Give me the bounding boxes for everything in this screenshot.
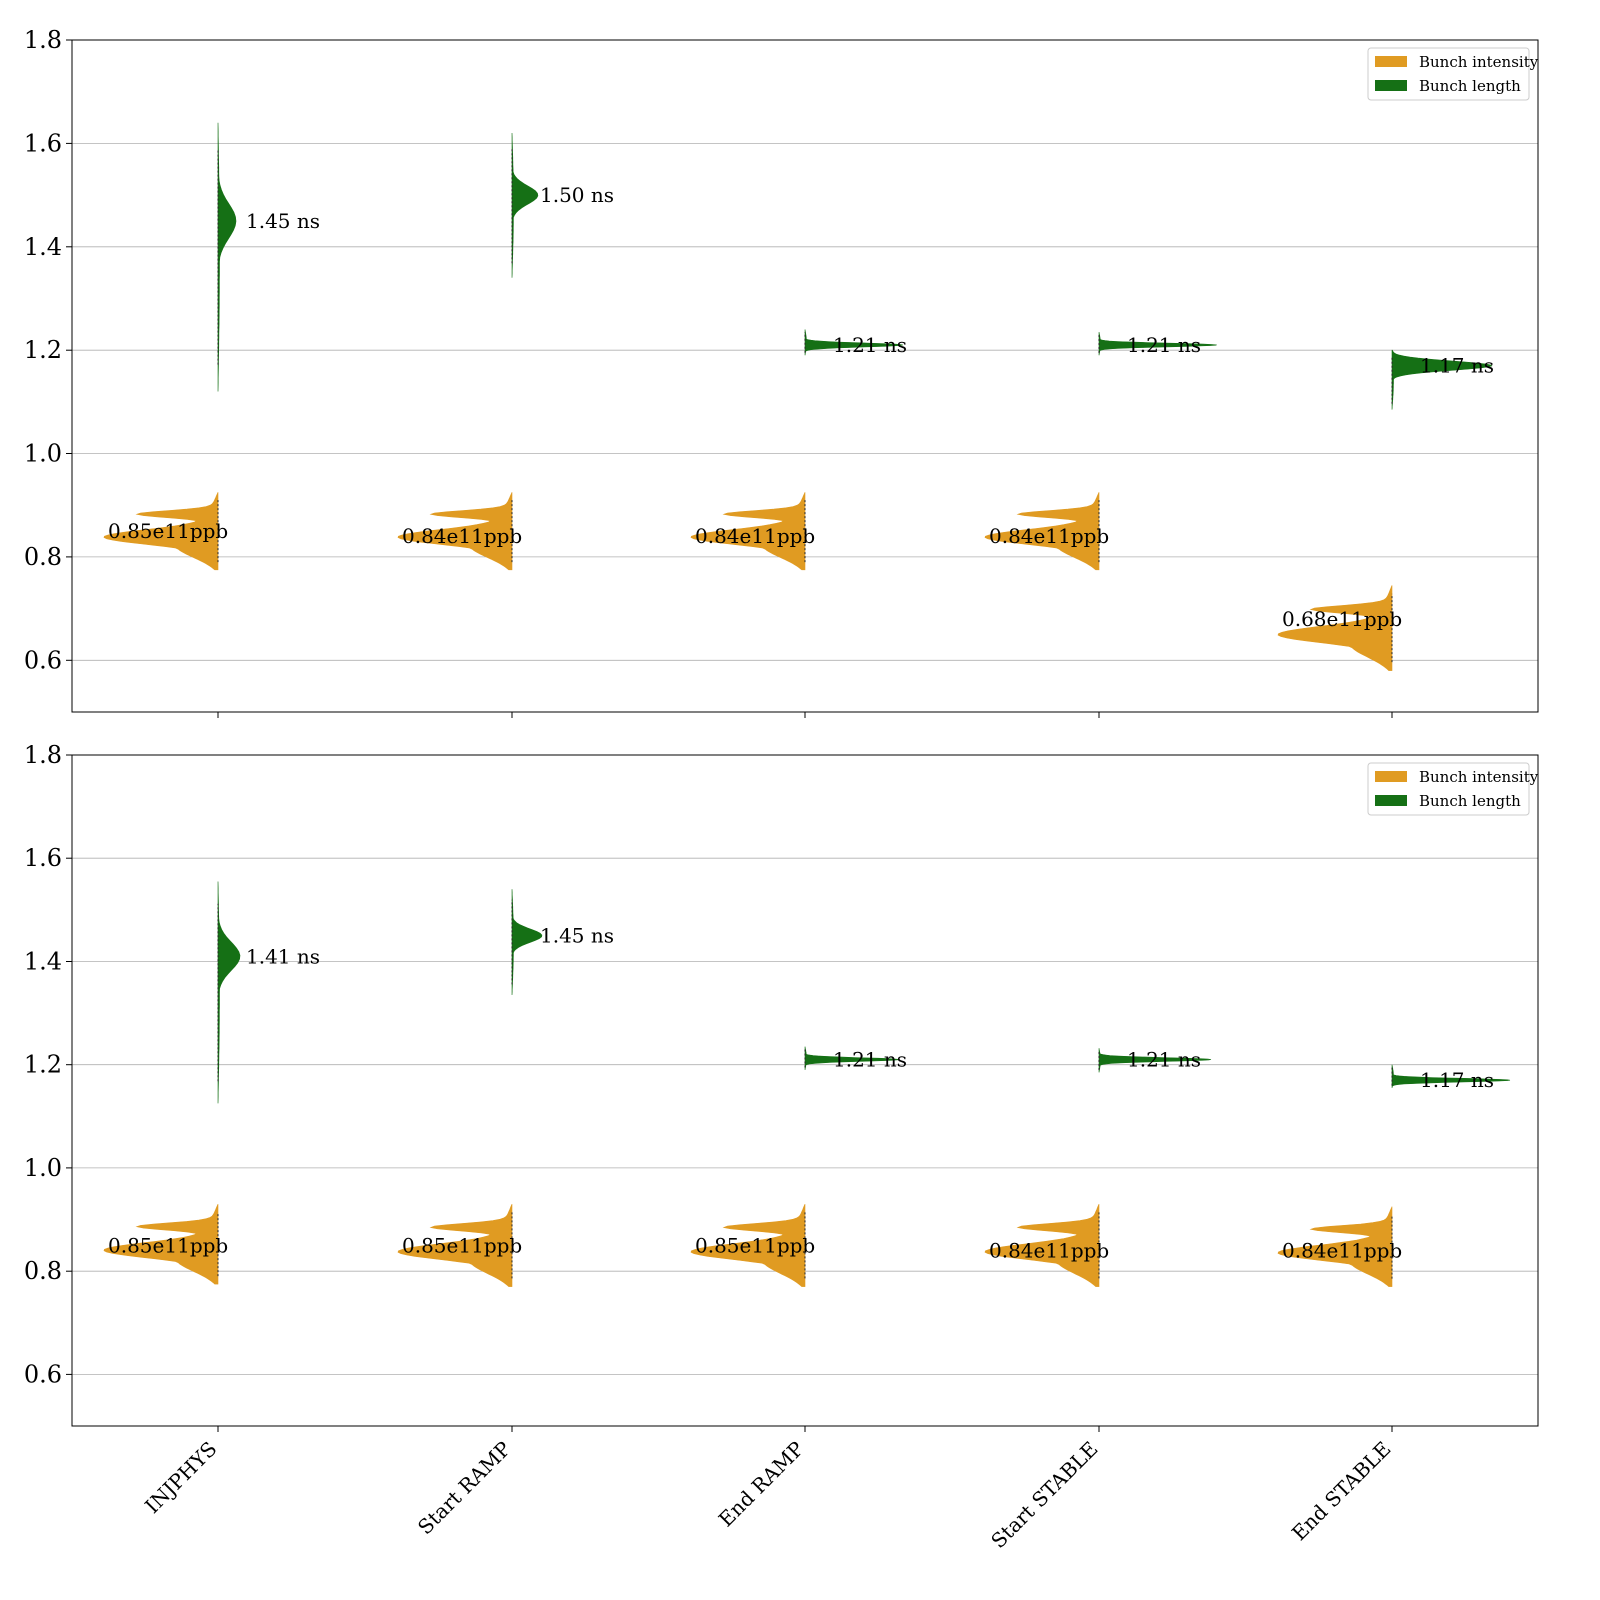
- y-tick-label: 1.4: [24, 948, 62, 976]
- y-tick-label: 1.6: [24, 129, 62, 157]
- length-violin: [1391, 1064, 1511, 1088]
- intensity-violin: [397, 1203, 513, 1287]
- length-value-label: 1.41 ns: [246, 944, 320, 968]
- intensity-violin: [103, 492, 219, 571]
- legend-label: Bunch intensity: [1419, 768, 1539, 786]
- intensity-value-label: 0.68e11ppb: [1282, 607, 1402, 631]
- intensity-value-label: 0.85e11ppb: [695, 1233, 815, 1257]
- length-violin: [1098, 1048, 1212, 1073]
- y-tick-label: 1.8: [24, 26, 62, 54]
- intensity-value-label: 0.85e11ppb: [108, 519, 228, 543]
- intensity-violin: [984, 1203, 1100, 1287]
- intensity-violin: [690, 492, 806, 571]
- intensity-value-label: 0.85e11ppb: [108, 1233, 228, 1257]
- length-violin: [804, 329, 904, 356]
- chart-panel-1: 0.6 0.8 1.0 1.2 1.4 1.6 1.8 0.85e11ppb 0.84e11pp…: [24, 26, 1539, 718]
- intensity-value-label: 0.84e11ppb: [989, 524, 1109, 548]
- length-violin: [511, 132, 539, 278]
- legend: Bunch intensity Bunch length: [1367, 762, 1539, 816]
- x-tick-label: Start RAMP: [413, 1437, 516, 1540]
- length-value-label: 1.21 ns: [833, 1048, 907, 1072]
- y-tick-label: 1.4: [24, 233, 62, 261]
- y-tick-label: 0.8: [24, 543, 62, 571]
- length-value-label: 1.50 ns: [540, 183, 614, 207]
- y-tick-label: 0.6: [24, 1360, 62, 1388]
- length-value-label: 1.45 ns: [540, 924, 614, 948]
- axes-frame: [71, 39, 1539, 713]
- y-tick-label: 1.2: [24, 336, 62, 364]
- legend-box: [1367, 762, 1530, 816]
- legend-swatch: [1375, 771, 1407, 782]
- legend: Bunch intensity Bunch length: [1367, 47, 1539, 101]
- chart-panel-2: 0.6 0.8 1.0 1.2 1.4 1.6 1.8 0.85e11ppb 0.85e11pp…: [24, 741, 1539, 1553]
- length-violin: [511, 889, 543, 996]
- legend-label: Bunch intensity: [1419, 53, 1539, 71]
- length-value-label: 1.17 ns: [1420, 354, 1494, 378]
- length-value-label: 1.17 ns: [1420, 1068, 1494, 1092]
- x-tick-label: INJPHYS: [140, 1437, 221, 1518]
- x-tick-label: Start STABLE: [986, 1437, 1102, 1553]
- intensity-violin: [1277, 585, 1393, 671]
- y-tick-label: 1.8: [24, 741, 62, 769]
- length-violin: [804, 1046, 900, 1070]
- length-violin: [217, 122, 237, 392]
- intensity-violin: [103, 1203, 219, 1285]
- intensity-value-label: 0.84e11ppb: [1282, 1239, 1402, 1263]
- length-violin: [1391, 349, 1493, 410]
- length-value-label: 1.21 ns: [1127, 1048, 1201, 1072]
- x-tick-label: End STABLE: [1287, 1437, 1396, 1546]
- intensity-value-label: 0.84e11ppb: [695, 524, 815, 548]
- intensity-violin: [397, 492, 513, 571]
- length-violin: [1098, 332, 1217, 356]
- y-tick-label: 1.2: [24, 1051, 62, 1079]
- length-value-label: 1.45 ns: [246, 209, 320, 233]
- length-violin: [217, 881, 241, 1104]
- y-tick-label: 1.0: [24, 440, 62, 468]
- y-tick-label: 0.8: [24, 1257, 62, 1285]
- intensity-violin: [984, 492, 1100, 571]
- y-tick-label: 1.0: [24, 1154, 62, 1182]
- legend-label: Bunch length: [1419, 792, 1521, 810]
- axes-frame: [71, 754, 1539, 1427]
- intensity-violin: [690, 1203, 806, 1287]
- length-value-label: 1.21 ns: [1127, 333, 1201, 357]
- intensity-value-label: 0.84e11ppb: [402, 524, 522, 548]
- legend-label: Bunch length: [1419, 77, 1521, 95]
- y-tick-label: 1.6: [24, 844, 62, 872]
- y-tick-label: 0.6: [24, 646, 62, 674]
- x-tick-label: End RAMP: [714, 1437, 809, 1532]
- length-value-label: 1.21 ns: [833, 333, 907, 357]
- intensity-value-label: 0.84e11ppb: [989, 1239, 1109, 1263]
- legend-box: [1367, 47, 1530, 101]
- legend-swatch: [1375, 56, 1407, 67]
- intensity-violin: [1277, 1206, 1393, 1287]
- legend-swatch: [1375, 795, 1407, 806]
- intensity-value-label: 0.85e11ppb: [402, 1233, 522, 1257]
- legend-swatch: [1375, 80, 1407, 91]
